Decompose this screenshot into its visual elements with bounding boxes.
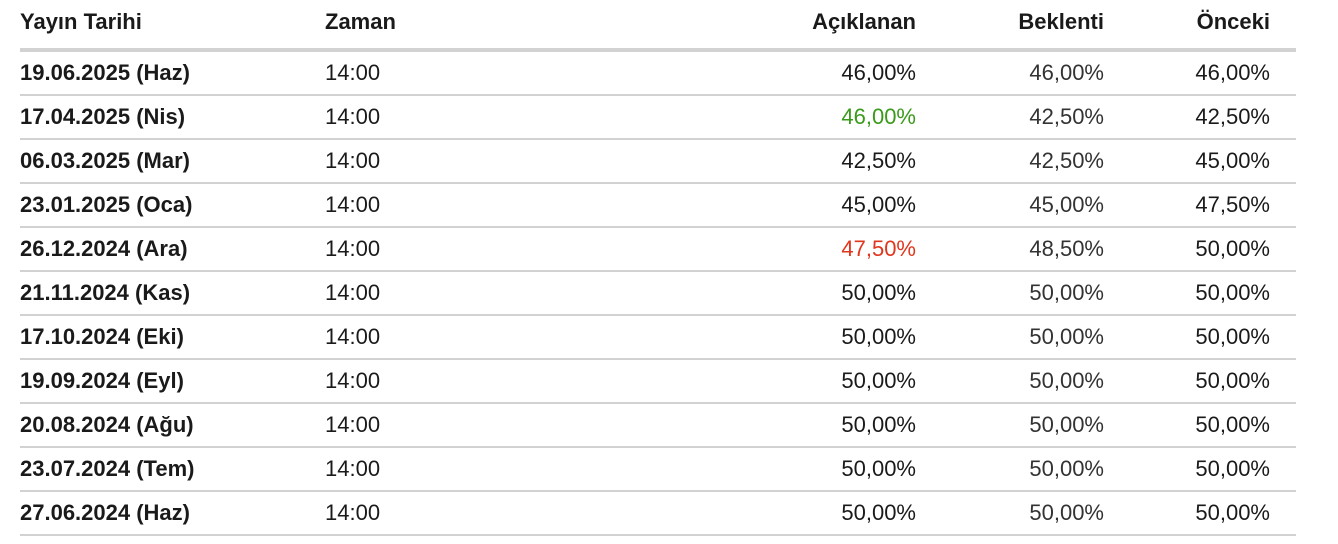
- row-actual: 42,50%: [841, 148, 916, 173]
- header-forecast[interactable]: Beklenti: [1018, 9, 1104, 34]
- row-forecast: 42,50%: [1029, 104, 1104, 129]
- row-forecast: 50,00%: [1029, 412, 1104, 437]
- header-actual[interactable]: Açıklanan: [812, 9, 916, 34]
- row-time: 14:00: [325, 104, 381, 129]
- row-release-date: 27.06.2024 (Haz): [20, 500, 190, 525]
- row-release-date: 26.12.2024 (Ara): [20, 236, 188, 261]
- row-release-date: 06.03.2025 (Mar): [20, 148, 190, 173]
- row-actual: 46,00%: [841, 104, 916, 129]
- row-forecast: 50,00%: [1029, 280, 1104, 305]
- row-actual: 50,00%: [841, 456, 916, 481]
- table-row: 17.04.2025 (Nis) 14:00 46,00% 42,50% 42,50%: [20, 96, 1296, 140]
- table-row: 20.08.2024 (Ağu) 14:00 50,00% 50,00% 50,00%: [20, 404, 1296, 448]
- row-release-date: 17.10.2024 (Eki): [20, 324, 184, 349]
- row-actual: 45,00%: [841, 192, 916, 217]
- row-previous: 47,50%: [1195, 192, 1270, 217]
- row-actual: 47,50%: [841, 236, 916, 261]
- row-forecast: 50,00%: [1029, 456, 1104, 481]
- row-previous: 50,00%: [1195, 368, 1270, 393]
- row-time: 14:00: [325, 148, 381, 173]
- table-row: 06.03.2025 (Mar) 14:00 42,50% 42,50% 45,00%: [20, 140, 1296, 184]
- row-forecast: 45,00%: [1029, 192, 1104, 217]
- row-release-date: 17.04.2025 (Nis): [20, 104, 186, 129]
- table-row: 27.06.2024 (Haz) 14:00 50,00% 50,00% 50,00%: [20, 492, 1296, 536]
- table-row: 23.07.2024 (Tem) 14:00 50,00% 50,00% 50,00%: [20, 448, 1296, 492]
- row-forecast: 50,00%: [1029, 324, 1104, 349]
- row-previous: 45,00%: [1195, 148, 1270, 173]
- row-forecast: 48,50%: [1029, 236, 1104, 261]
- row-release-date: 23.07.2024 (Tem): [20, 456, 195, 481]
- header-release-date[interactable]: Yayın Tarihi: [20, 9, 142, 34]
- row-release-date: 19.09.2024 (Eyl): [20, 368, 184, 393]
- row-previous: 50,00%: [1195, 324, 1270, 349]
- row-previous: 42,50%: [1195, 104, 1270, 129]
- economic-calendar-table: Yayın Tarihi Zaman Açıklanan Beklenti Ön…: [20, 0, 1296, 536]
- row-release-date: 23.01.2025 (Oca): [20, 192, 193, 217]
- row-release-date: 19.06.2025 (Haz): [20, 60, 190, 85]
- row-release-date: 21.11.2024 (Kas): [20, 280, 191, 305]
- row-release-date: 20.08.2024 (Ağu): [20, 412, 194, 437]
- row-time: 14:00: [325, 456, 381, 481]
- row-time: 14:00: [325, 236, 381, 261]
- table-header-row: Yayın Tarihi Zaman Açıklanan Beklenti Ön…: [20, 0, 1296, 52]
- row-time: 14:00: [325, 500, 381, 525]
- table-row: 21.11.2024 (Kas) 14:00 50,00% 50,00% 50,00%: [20, 272, 1296, 316]
- table-row: 19.09.2024 (Eyl) 14:00 50,00% 50,00% 50,00%: [20, 360, 1296, 404]
- header-previous[interactable]: Önceki: [1196, 9, 1270, 34]
- row-forecast: 46,00%: [1029, 60, 1104, 85]
- row-time: 14:00: [325, 280, 381, 305]
- row-forecast: 50,00%: [1029, 500, 1104, 525]
- row-time: 14:00: [325, 368, 381, 393]
- row-actual: 50,00%: [841, 280, 916, 305]
- row-previous: 50,00%: [1195, 456, 1270, 481]
- row-forecast: 42,50%: [1029, 148, 1104, 173]
- table-row: 26.12.2024 (Ara) 14:00 47,50% 48,50% 50,00%: [20, 228, 1296, 272]
- row-actual: 46,00%: [841, 60, 916, 85]
- row-time: 14:00: [325, 60, 381, 85]
- row-previous: 50,00%: [1195, 500, 1270, 525]
- row-time: 14:00: [325, 324, 381, 349]
- table-row: 19.06.2025 (Haz) 14:00 46,00% 46,00% 46,00%: [20, 52, 1296, 96]
- row-previous: 50,00%: [1195, 236, 1270, 261]
- table-row: 23.01.2025 (Oca) 14:00 45,00% 45,00% 47,50%: [20, 184, 1296, 228]
- row-time: 14:00: [325, 192, 381, 217]
- row-forecast: 50,00%: [1029, 368, 1104, 393]
- row-actual: 50,00%: [841, 500, 916, 525]
- row-previous: 46,00%: [1195, 60, 1270, 85]
- table-body: 19.06.2025 (Haz) 14:00 46,00% 46,00% 46,00% 1…: [20, 52, 1296, 536]
- table-row: 17.10.2024 (Eki) 14:00 50,00% 50,00% 50,00%: [20, 316, 1296, 360]
- header-time[interactable]: Zaman: [325, 9, 396, 34]
- row-actual: 50,00%: [841, 368, 916, 393]
- row-previous: 50,00%: [1195, 280, 1270, 305]
- row-actual: 50,00%: [841, 324, 916, 349]
- row-previous: 50,00%: [1195, 412, 1270, 437]
- row-actual: 50,00%: [841, 412, 916, 437]
- row-time: 14:00: [325, 412, 381, 437]
